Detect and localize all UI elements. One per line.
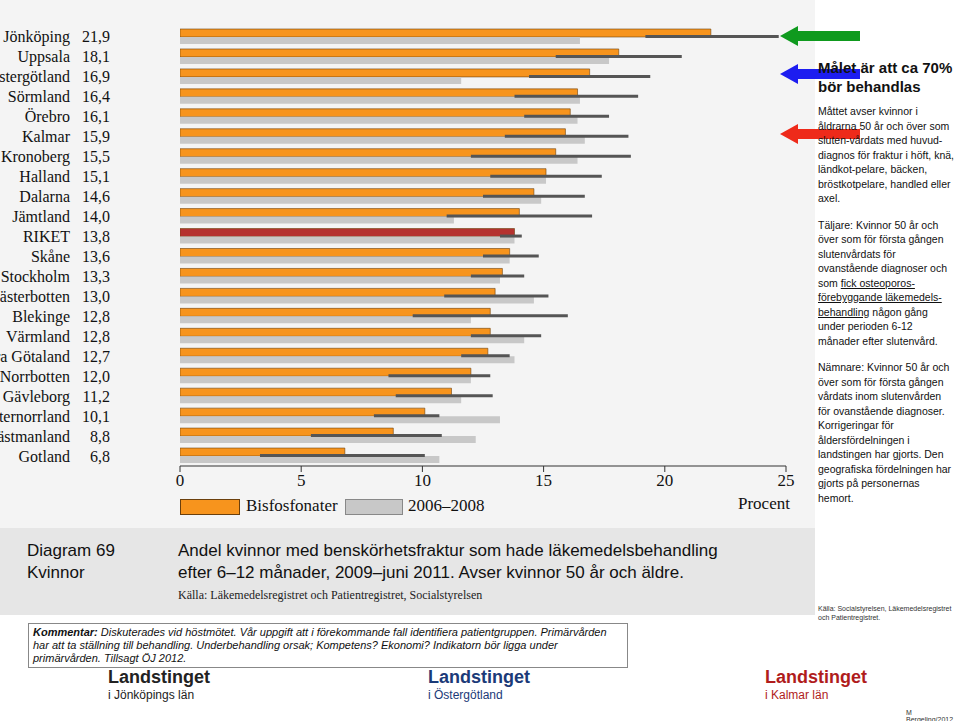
- svg-text:12,8: 12,8: [82, 328, 110, 345]
- svg-text:Östergötland: Östergötland: [8, 68, 70, 86]
- html-text:Källa: Socialstyrelsen, Läkeme: Källa: Socialstyrelsen, Läkemedelsregist…: [818, 605, 952, 621]
- svg-text:16,1: 16,1: [82, 108, 110, 125]
- svg-text:18,1: 18,1: [82, 48, 110, 65]
- svg-text:Kronoberg: Kronoberg: [8, 148, 70, 166]
- svg-text:12,8: 12,8: [82, 308, 110, 325]
- html-text:Bisfosfonater: Bisfosfonater: [246, 496, 338, 515]
- html-text:Landstinget: Landstinget: [428, 667, 530, 687]
- html-text:i Östergötland: i Östergötland: [428, 688, 503, 702]
- html-text:Procent: Procent: [738, 494, 790, 513]
- svg-text:15,1: 15,1: [82, 168, 110, 185]
- svg-text:Halland: Halland: [19, 168, 70, 185]
- html-text:2006–2008: 2006–2008: [408, 496, 485, 515]
- svg-text:16,4: 16,4: [82, 88, 110, 105]
- svg-text:16,9: 16,9: [82, 68, 110, 85]
- svg-text:Örebro: Örebro: [25, 108, 70, 125]
- html-text:Diagram 69: Diagram 69: [27, 541, 115, 560]
- svg-text:21,9: 21,9: [82, 28, 110, 45]
- html-text:Täljare: Kvinnor 50 år och öve: Täljare: Kvinnor 50 år och över som för …: [818, 218, 947, 347]
- svg-text:Stockholm: Stockholm: [8, 268, 71, 285]
- html-text:Landstinget: Landstinget: [108, 667, 210, 687]
- svg-text:10,1: 10,1: [82, 408, 110, 425]
- svg-text:0: 0: [176, 471, 185, 490]
- html-text:Målet är att ca 70% bör behand: Målet är att ca 70% bör behandlas: [818, 59, 953, 95]
- html-text:i Jönköpings län: i Jönköpings län: [108, 688, 195, 702]
- svg-text:10: 10: [414, 471, 431, 490]
- svg-text:6,8: 6,8: [90, 448, 110, 465]
- html-text:Landstinget: Landstinget: [765, 667, 867, 687]
- html-text:Måttet avser kvinnor i åldrarn: Måttet avser kvinnor i åldrarna 50 år oc…: [818, 105, 954, 204]
- svg-text:Västmanland: Västmanland: [8, 428, 70, 445]
- svg-text:13,6: 13,6: [82, 248, 110, 265]
- svg-text:Dalarna: Dalarna: [19, 188, 70, 205]
- svg-text:14,6: 14,6: [82, 188, 110, 205]
- html-text:Kommentar: Diskuterades vid hö: Kommentar: Diskuterades vid höstmötet. V…: [33, 626, 607, 664]
- svg-text:Västernorrland: Västernorrland: [8, 408, 70, 425]
- svg-text:Gotland: Gotland: [18, 448, 70, 465]
- svg-text:Kalmar: Kalmar: [22, 128, 71, 145]
- svg-text:Jämtland: Jämtland: [12, 208, 70, 225]
- svg-text:14,0: 14,0: [82, 208, 110, 225]
- svg-text:15,5: 15,5: [82, 148, 110, 165]
- svg-text:15,9: 15,9: [82, 128, 110, 145]
- html-text:Nämnare: Kvinnor 50 år och öve: Nämnare: Kvinnor 50 år och över som för …: [818, 361, 952, 504]
- svg-text:25: 25: [778, 471, 795, 490]
- svg-text:11,2: 11,2: [83, 388, 110, 405]
- svg-text:Blekinge: Blekinge: [12, 308, 70, 326]
- svg-text:Värmland: Värmland: [8, 328, 70, 345]
- svg-text:20: 20: [656, 471, 673, 490]
- html-text:i Kalmar län: i Kalmar län: [765, 688, 829, 702]
- svg-text:8,8: 8,8: [90, 428, 110, 445]
- html-text:Källa: Läkemedelsregistret och: Källa: Läkemedelsregistret och Patientre…: [178, 588, 483, 602]
- svg-text:Västra Götaland: Västra Götaland: [8, 348, 70, 365]
- svg-text:RIKET: RIKET: [23, 228, 70, 245]
- svg-text:13,8: 13,8: [82, 228, 110, 245]
- svg-text:Norrbotten: Norrbotten: [8, 368, 70, 385]
- svg-text:12,7: 12,7: [82, 348, 110, 365]
- svg-text:Västerbotten: Västerbotten: [8, 288, 70, 305]
- html-text:Andel kvinnor med benskörhetsf: Andel kvinnor med benskörhetsfraktur som…: [178, 541, 718, 582]
- svg-text:13,0: 13,0: [82, 288, 110, 305]
- svg-text:Sörmland: Sörmland: [8, 88, 70, 105]
- svg-text:12,0: 12,0: [82, 368, 110, 385]
- svg-text:Gävleborg: Gävleborg: [8, 388, 70, 406]
- svg-text:Skåne: Skåne: [31, 248, 70, 265]
- svg-text:15: 15: [535, 471, 552, 490]
- svg-text:5: 5: [297, 471, 306, 490]
- svg-text:13,3: 13,3: [82, 268, 110, 285]
- svg-text:Jönköping: Jönköping: [8, 28, 70, 46]
- svg-text:Uppsala: Uppsala: [18, 48, 70, 66]
- html-text:Kvinnor: Kvinnor: [27, 563, 85, 582]
